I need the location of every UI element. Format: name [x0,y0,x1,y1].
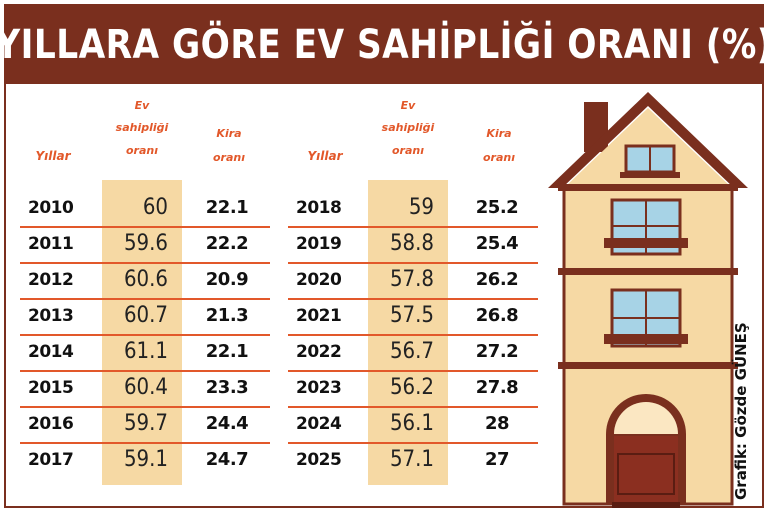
floor-band [558,268,738,275]
homeownership-rate-cell: 60.7 [123,303,168,328]
year-cell: 2018 [296,198,342,218]
rate-header-line1: Ev [400,99,416,112]
year-header-left: Yıllar [18,150,88,163]
homeownership-rate-cell: 56.7 [389,339,434,364]
homeownership-rate-cell: 59.7 [123,411,168,436]
rent-rate-cell: 22.1 [205,197,249,218]
rate-header-line1: Ev [134,99,150,112]
rent-rate-cell: 24.4 [205,413,249,434]
rent-rate-cell: 27.8 [475,377,519,398]
year-cell: 2020 [296,270,342,290]
rate-header-left: Ev sahipliği oranı [100,100,184,157]
door-fanlight [614,402,678,434]
homeownership-rate-cell: 60.6 [123,267,168,292]
year-header-text: Yıllar [307,149,343,163]
rent-rate-cell: 24.7 [205,449,249,470]
row-divider [288,334,538,336]
year-cell: 2022 [296,342,342,362]
homeownership-rate-cell: 60.4 [123,375,168,400]
year-cell: 2019 [296,234,342,254]
year-cell: 2014 [28,342,74,362]
row-divider [20,442,270,444]
rate-header-line2: sahipliği [381,120,435,134]
row-divider [20,298,270,300]
row-divider [288,442,538,444]
year-header-right: Yıllar [290,150,360,163]
balcony-icon [604,238,688,248]
year-cell: 2024 [296,414,342,434]
row-divider [20,262,270,264]
house-illustration [548,92,748,508]
year-cell: 2016 [28,414,74,434]
row-divider [288,262,538,264]
rent-header-right: Kira oranı [466,128,532,163]
rent-rate-cell: 26.2 [475,269,519,290]
rent-header-line1: Kira [216,127,242,140]
rent-header-line1: Kira [486,127,512,140]
chart-title: YILLARA GÖRE EV SAHİPLİĞİ ORANI (%) [0,22,770,68]
homeownership-rate-cell: 57.8 [389,267,434,292]
year-header-text: Yıllar [35,149,71,163]
door-icon [614,436,678,504]
row-divider [20,370,270,372]
row-divider [20,406,270,408]
balcony-icon [604,334,688,344]
homeownership-rate-cell: 56.2 [389,375,434,400]
row-divider [20,334,270,336]
homeownership-rate-cell: 59.6 [123,231,168,256]
floor-band [558,362,738,369]
homeownership-rate-cell: 61.1 [123,339,168,364]
year-cell: 2021 [296,306,342,326]
rate-column-highlight-right [368,180,448,485]
row-divider [288,226,538,228]
rent-header-line2: oranı [212,150,245,164]
door-step [612,502,680,508]
homeownership-rate-cell: 56.1 [389,411,434,436]
year-cell: 2017 [28,450,74,470]
year-cell: 2012 [28,270,74,290]
row-divider [20,226,270,228]
rent-rate-cell: 26.8 [475,305,519,326]
rate-header-line3: oranı [125,144,158,158]
rent-rate-cell: 22.2 [205,233,249,254]
year-cell: 2011 [28,234,74,254]
rate-header-line3: oranı [391,144,424,158]
rent-rate-cell: 27.2 [475,341,519,362]
roof-icon [548,92,748,188]
homeownership-rate-cell: 57.5 [389,303,434,328]
rate-header-line2: sahipliği [115,120,169,134]
homeownership-rate-cell: 57.1 [389,447,434,472]
year-cell: 2010 [28,198,74,218]
year-cell: 2015 [28,378,74,398]
rent-rate-cell: 25.4 [475,233,519,254]
homeownership-rate-cell: 60 [142,195,168,220]
homeownership-rate-cell: 58.8 [389,231,434,256]
rent-rate-cell: 21.3 [205,305,249,326]
rent-rate-cell: 20.9 [205,269,249,290]
homeownership-rate-cell: 59 [408,195,434,220]
rent-rate-cell: 27 [484,449,510,470]
rent-rate-cell: 25.2 [475,197,519,218]
rent-rate-cell: 28 [484,413,510,434]
row-divider [288,406,538,408]
rate-header-right: Ev sahipliği oranı [366,100,450,157]
year-cell: 2023 [296,378,342,398]
row-divider [288,298,538,300]
rate-column-highlight-left [102,180,182,485]
row-divider [288,370,538,372]
year-cell: 2025 [296,450,342,470]
title-bar: YILLARA GÖRE EV SAHİPLİĞİ ORANI (%) [0,6,770,84]
rent-rate-cell: 22.1 [205,341,249,362]
rent-header-left: Kira oranı [196,128,262,163]
floor-band [558,184,738,191]
graphic-credit: Grafik: Gözde GÜNEŞ [732,322,750,500]
year-cell: 2013 [28,306,74,326]
rent-header-line2: oranı [482,150,515,164]
rent-rate-cell: 23.3 [205,377,249,398]
homeownership-rate-cell: 59.1 [123,447,168,472]
